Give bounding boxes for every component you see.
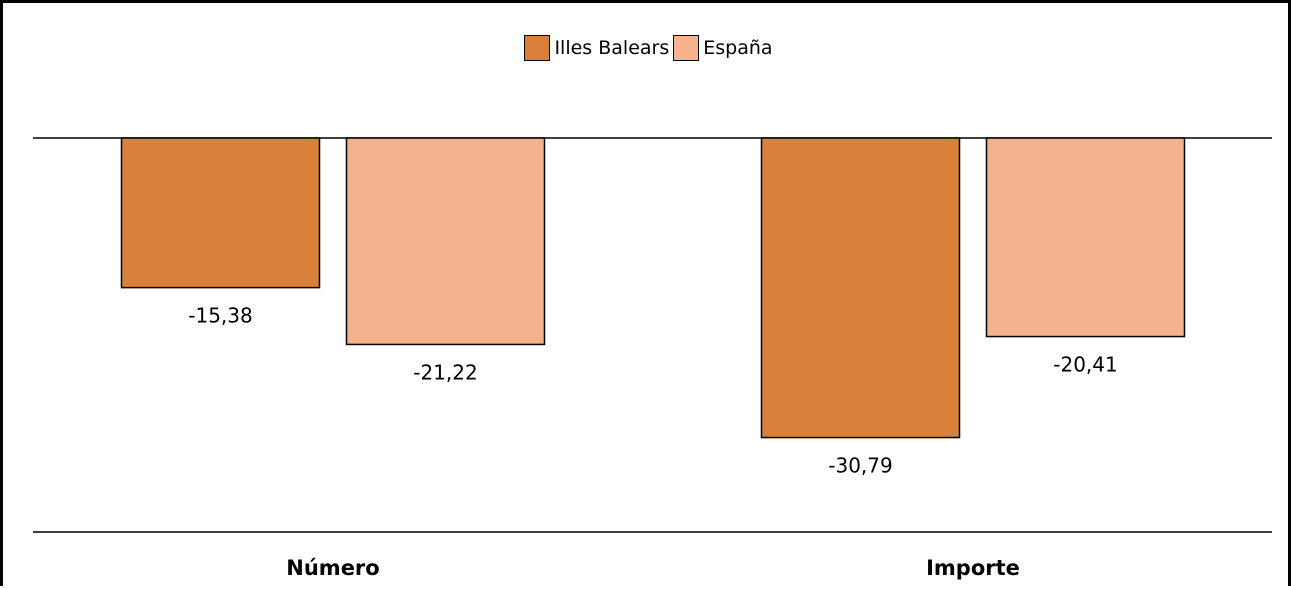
data-label-0-1: -21,22 bbox=[413, 360, 477, 384]
legend-label-espana: España bbox=[703, 37, 773, 59]
category-label-0: Número bbox=[286, 556, 379, 580]
data-label-1-0: -30,79 bbox=[828, 454, 892, 478]
legend-swatch-illes-balears bbox=[524, 35, 551, 61]
legend-item-espana: España bbox=[673, 35, 773, 61]
legend: Illes Balears España bbox=[3, 31, 1291, 65]
legend-label-illes-balears: Illes Balears bbox=[554, 37, 670, 59]
bar-1-1 bbox=[985, 137, 1186, 338]
legend-item-illes-balears: Illes Balears bbox=[524, 35, 669, 61]
legend-swatch-espana bbox=[673, 35, 700, 61]
bar-0-1 bbox=[345, 137, 546, 346]
category-label-1: Importe bbox=[926, 556, 1020, 580]
data-label-1-1: -20,41 bbox=[1053, 353, 1117, 377]
chart-plot: -15,38 -21,22 Número -30,79 -20,41 Importe bbox=[33, 137, 1272, 580]
bar-1-0 bbox=[760, 137, 961, 439]
data-label-0-0: -15,38 bbox=[188, 304, 252, 328]
bar-0-0 bbox=[120, 137, 321, 289]
